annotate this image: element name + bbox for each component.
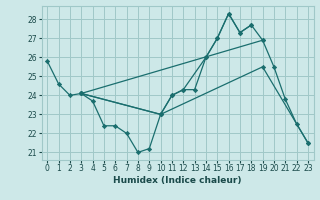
X-axis label: Humidex (Indice chaleur): Humidex (Indice chaleur) — [113, 176, 242, 185]
